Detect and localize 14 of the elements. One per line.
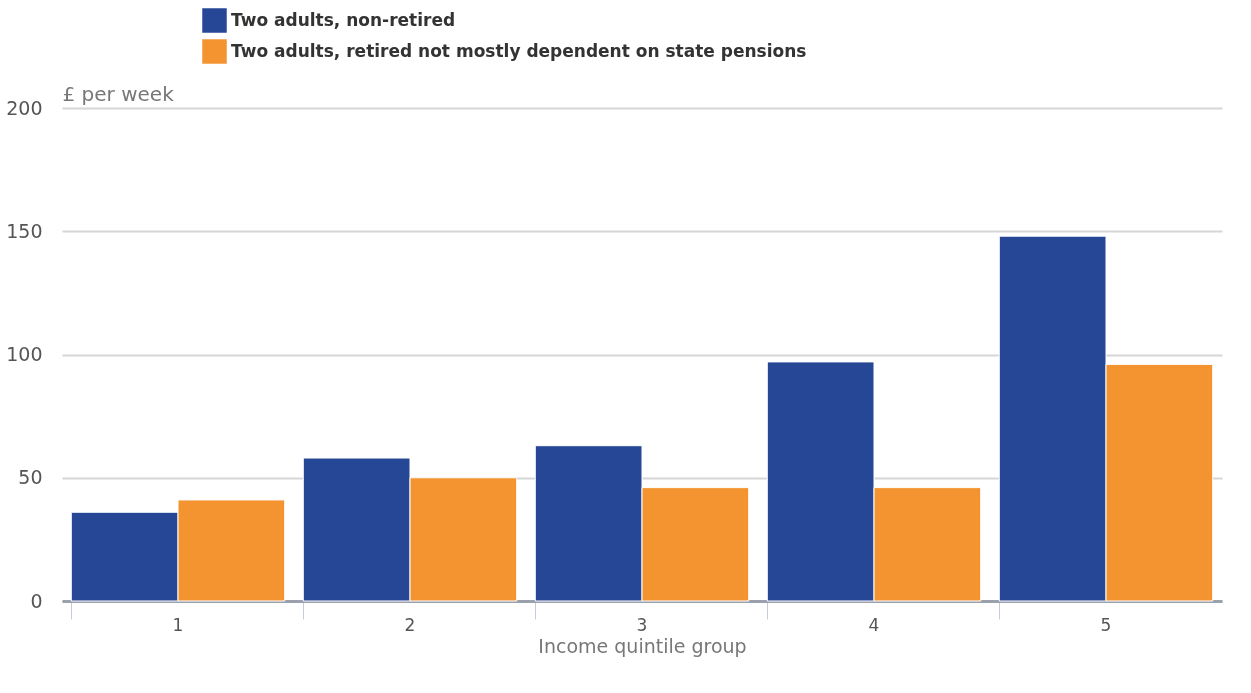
legend-label: Two adults, retired not mostly dependent on state pensions [231, 40, 807, 61]
y-tick-label: 200 [6, 96, 43, 119]
x-tick-label: 3 [636, 614, 648, 635]
x-tick-label: 4 [868, 614, 880, 635]
x-tick-label: 5 [1100, 614, 1112, 635]
legend-label: Two adults, non-retired [231, 9, 456, 30]
y-axis-title: £ per week [62, 81, 175, 106]
y-tick-label: 0 [30, 589, 43, 612]
x-axis-title: Income quintile group [538, 634, 747, 657]
y-tick-label: 50 [18, 466, 43, 489]
y-tick-label: 150 [6, 219, 43, 242]
y-tick-label: 100 [6, 343, 43, 365]
x-tick-label: 1 [172, 614, 184, 635]
x-tick-label: 2 [404, 614, 416, 635]
